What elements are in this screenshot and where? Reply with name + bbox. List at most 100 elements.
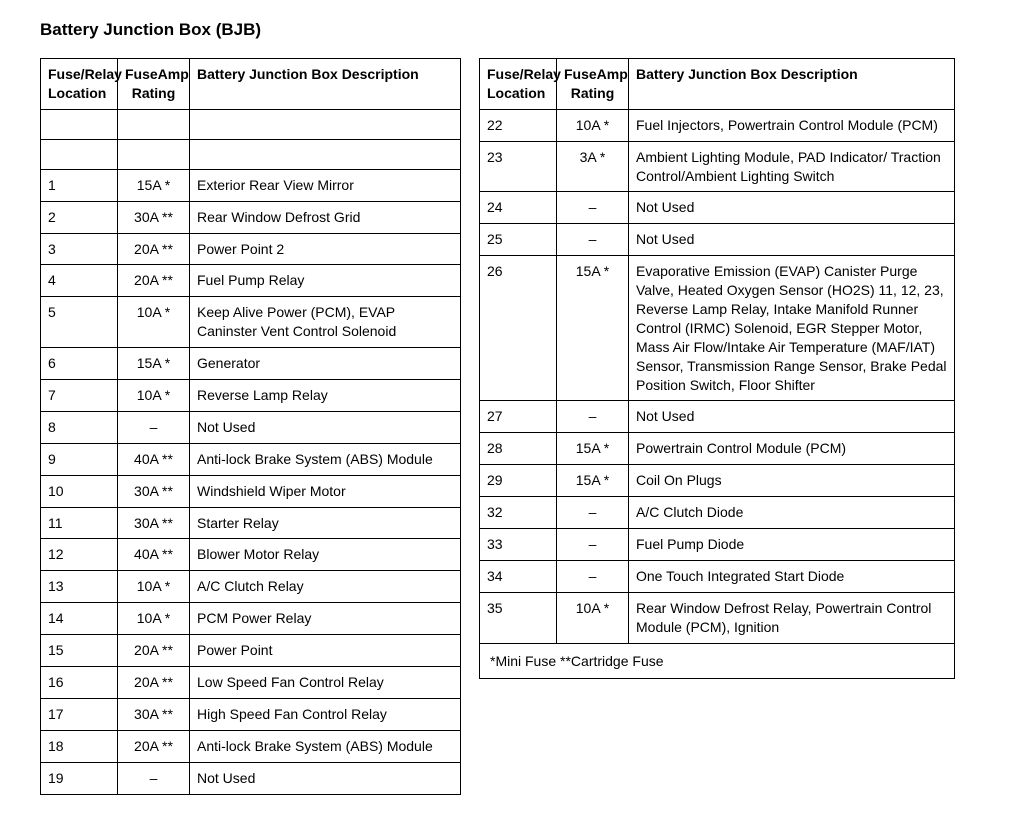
cell-rating: 20A ** <box>118 635 190 667</box>
cell-location: 8 <box>41 411 118 443</box>
cell-rating: 40A ** <box>118 539 190 571</box>
table-row: 8–Not Used <box>41 411 461 443</box>
cell-location: 11 <box>41 507 118 539</box>
cell-description: Evaporative Emission (EVAP) Canister Pur… <box>629 256 955 401</box>
cell-description: Reverse Lamp Relay <box>190 380 461 412</box>
cell-location: 18 <box>41 730 118 762</box>
cell-location: 27 <box>480 401 557 433</box>
table-row: 615A *Generator <box>41 348 461 380</box>
cell-description: Ambient Lighting Module, PAD Indicator/ … <box>629 141 955 192</box>
cell-description <box>190 139 461 169</box>
cell-rating: 15A * <box>557 256 629 401</box>
table-row: 24–Not Used <box>480 192 955 224</box>
cell-location: 26 <box>480 256 557 401</box>
page-title: Battery Junction Box (BJB) <box>40 20 995 40</box>
tables-container: Fuse/Relay Location FuseAmp Rating Batte… <box>40 58 995 795</box>
cell-description: A/C Clutch Relay <box>190 571 461 603</box>
table-row: 1620A **Low Speed Fan Control Relay <box>41 667 461 699</box>
cell-description: Not Used <box>190 762 461 794</box>
table-row: 25–Not Used <box>480 224 955 256</box>
table-header-row: Fuse/Relay Location FuseAmp Rating Batte… <box>480 59 955 110</box>
table-row: 2815A *Powertrain Control Module (PCM) <box>480 433 955 465</box>
table-row: 230A **Rear Window Defrost Grid <box>41 201 461 233</box>
table-row: 1240A **Blower Motor Relay <box>41 539 461 571</box>
cell-description: Rear Window Defrost Relay, Powertrain Co… <box>629 592 955 643</box>
cell-location: 23 <box>480 141 557 192</box>
cell-location: 5 <box>41 297 118 348</box>
cell-location: 25 <box>480 224 557 256</box>
cell-description: Not Used <box>190 411 461 443</box>
cell-rating: 30A ** <box>118 507 190 539</box>
cell-description: A/C Clutch Diode <box>629 497 955 529</box>
cell-location: 14 <box>41 603 118 635</box>
cell-location: 35 <box>480 592 557 643</box>
cell-location: 17 <box>41 698 118 730</box>
cell-rating: 3A * <box>557 141 629 192</box>
header-description: Battery Junction Box Description <box>190 59 461 110</box>
cell-rating: 20A ** <box>118 667 190 699</box>
table-row: 1030A **Windshield Wiper Motor <box>41 475 461 507</box>
cell-description: Low Speed Fan Control Relay <box>190 667 461 699</box>
table-row: 34–One Touch Integrated Start Diode <box>480 560 955 592</box>
header-location: Fuse/Relay Location <box>480 59 557 110</box>
cell-rating: 20A ** <box>118 265 190 297</box>
table-row-blank <box>41 109 461 139</box>
right-table: Fuse/Relay Location FuseAmp Rating Batte… <box>479 58 955 679</box>
table-row: 1130A **Starter Relay <box>41 507 461 539</box>
cell-description: Power Point 2 <box>190 233 461 265</box>
table-row: 233A *Ambient Lighting Module, PAD Indic… <box>480 141 955 192</box>
cell-rating: – <box>557 560 629 592</box>
cell-rating: 10A * <box>118 571 190 603</box>
cell-location: 2 <box>41 201 118 233</box>
table-row: 2915A *Coil On Plugs <box>480 465 955 497</box>
cell-description: Coil On Plugs <box>629 465 955 497</box>
cell-description: Powertrain Control Module (PCM) <box>629 433 955 465</box>
table-row: 510A *Keep Alive Power (PCM), EVAP Canin… <box>41 297 461 348</box>
table-row: 1520A **Power Point <box>41 635 461 667</box>
cell-description: PCM Power Relay <box>190 603 461 635</box>
footnote-text: *Mini Fuse **Cartridge Fuse <box>480 643 955 679</box>
cell-location: 12 <box>41 539 118 571</box>
cell-rating: 10A * <box>557 109 629 141</box>
cell-description: One Touch Integrated Start Diode <box>629 560 955 592</box>
cell-rating <box>118 109 190 139</box>
cell-location: 13 <box>41 571 118 603</box>
cell-description: Starter Relay <box>190 507 461 539</box>
cell-description: Not Used <box>629 192 955 224</box>
cell-rating: – <box>557 497 629 529</box>
cell-description: Power Point <box>190 635 461 667</box>
cell-location: 7 <box>41 380 118 412</box>
cell-location: 28 <box>480 433 557 465</box>
header-rating: FuseAmp Rating <box>118 59 190 110</box>
table-row: 420A **Fuel Pump Relay <box>41 265 461 297</box>
table-row: 710A *Reverse Lamp Relay <box>41 380 461 412</box>
cell-description: Fuel Pump Relay <box>190 265 461 297</box>
cell-description: High Speed Fan Control Relay <box>190 698 461 730</box>
cell-rating: – <box>557 529 629 561</box>
cell-location <box>41 109 118 139</box>
table-row: 320A **Power Point 2 <box>41 233 461 265</box>
cell-description: Anti-lock Brake System (ABS) Module <box>190 443 461 475</box>
table-header-row: Fuse/Relay Location FuseAmp Rating Batte… <box>41 59 461 110</box>
cell-location <box>41 139 118 169</box>
cell-description <box>190 109 461 139</box>
table-row: 19–Not Used <box>41 762 461 794</box>
cell-rating: 10A * <box>557 592 629 643</box>
cell-location: 4 <box>41 265 118 297</box>
cell-location: 33 <box>480 529 557 561</box>
table-row: 27–Not Used <box>480 401 955 433</box>
cell-location: 3 <box>41 233 118 265</box>
cell-rating <box>118 139 190 169</box>
cell-rating: 10A * <box>118 603 190 635</box>
table-row: 2615A *Evaporative Emission (EVAP) Canis… <box>480 256 955 401</box>
cell-rating: 15A * <box>557 465 629 497</box>
table-row: 3510A *Rear Window Defrost Relay, Powert… <box>480 592 955 643</box>
table-row: 2210A *Fuel Injectors, Powertrain Contro… <box>480 109 955 141</box>
cell-rating: 40A ** <box>118 443 190 475</box>
table-row: 1410A *PCM Power Relay <box>41 603 461 635</box>
cell-rating: – <box>557 401 629 433</box>
table-row: 115A *Exterior Rear View Mirror <box>41 169 461 201</box>
cell-location: 29 <box>480 465 557 497</box>
cell-description: Exterior Rear View Mirror <box>190 169 461 201</box>
cell-location: 19 <box>41 762 118 794</box>
